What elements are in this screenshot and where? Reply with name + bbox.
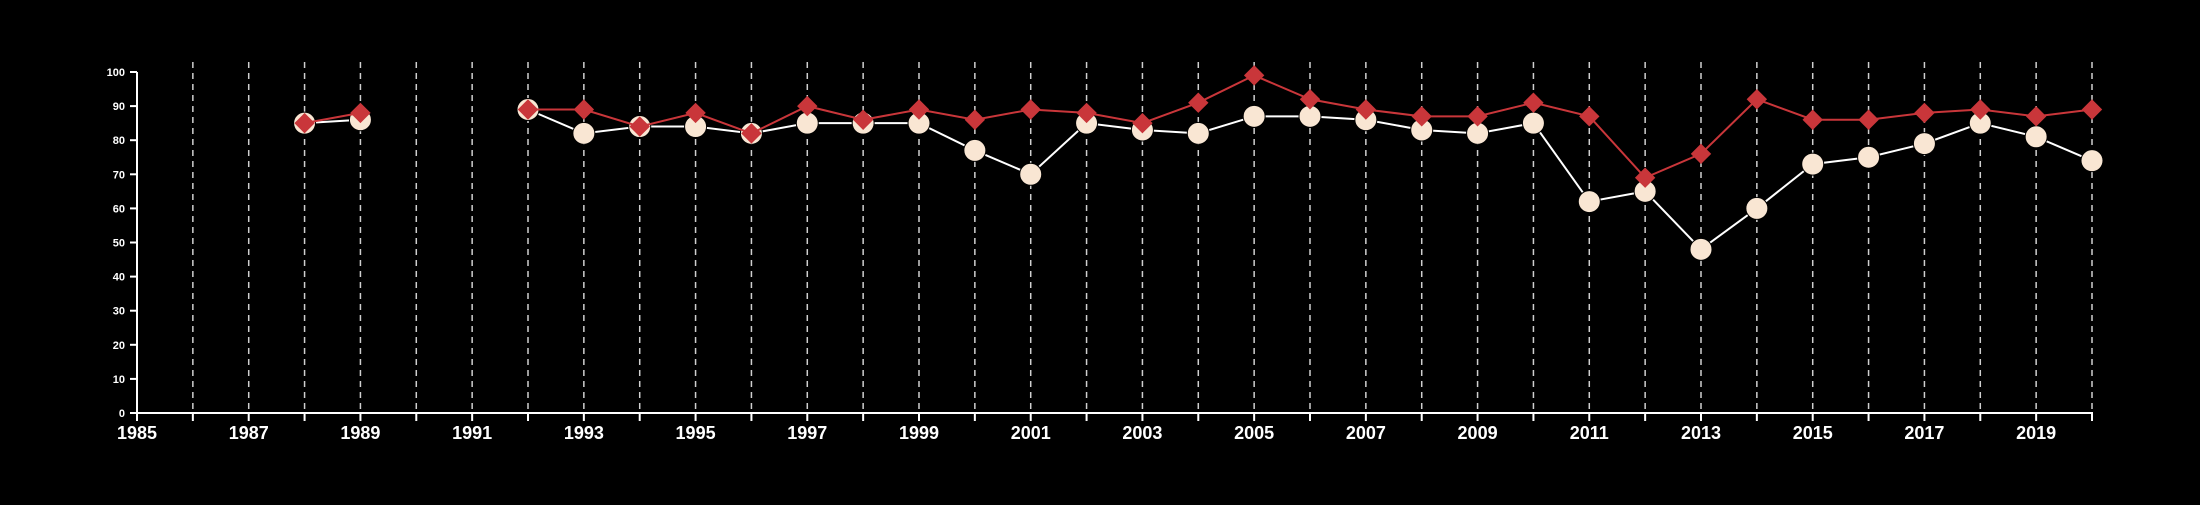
- data-point-diamond: [1690, 143, 1712, 165]
- data-point-diamond: [1411, 106, 1432, 127]
- data-point-diamond: [1355, 99, 1377, 120]
- x-tick-label: 2009: [1458, 423, 1498, 443]
- data-point-circle: [1912, 132, 1936, 156]
- data-point-diamond: [2081, 99, 2103, 120]
- y-tick-label: 0: [119, 408, 125, 420]
- x-tick-label: 2005: [1234, 423, 1274, 443]
- data-point-circle: [1521, 111, 1545, 135]
- y-tick-label: 80: [113, 135, 125, 147]
- x-tick-label: 2003: [1122, 423, 1162, 443]
- x-tick-label: 1989: [340, 423, 380, 443]
- y-tick-label: 40: [113, 272, 125, 284]
- data-point-circle: [1801, 152, 1825, 176]
- data-point-diamond: [1076, 102, 1097, 124]
- data-point-diamond: [1970, 99, 1991, 120]
- data-point-diamond: [1579, 106, 1600, 127]
- data-point-diamond: [908, 99, 930, 120]
- y-tick-label: 70: [113, 169, 125, 181]
- x-tick-label: 1985: [117, 423, 157, 443]
- data-point-diamond: [294, 112, 315, 134]
- data-point-circle: [1689, 237, 1713, 261]
- data-point-diamond: [1299, 89, 1321, 110]
- data-point-diamond: [1802, 109, 1823, 130]
- data-point-circle: [1242, 104, 1266, 128]
- data-point-diamond: [1634, 167, 1656, 188]
- data-point-circle: [2024, 125, 2048, 149]
- y-tick-label: 50: [113, 238, 125, 250]
- y-tick-label: 90: [113, 101, 125, 113]
- data-point-circle: [572, 121, 596, 145]
- data-point-circle: [1186, 121, 1210, 145]
- x-tick-label: 2001: [1011, 423, 1051, 443]
- data-point-circle: [963, 138, 987, 162]
- axes: 0 10 20 30 40 50 60 70 80 90 100 1985 1987 1989 1991 19…: [107, 67, 2093, 443]
- series-line: [304, 111, 361, 125]
- data-point-diamond: [1132, 112, 1153, 134]
- y-tick-label: 30: [113, 306, 125, 318]
- series-group: [293, 65, 2104, 261]
- data-point-diamond: [2025, 106, 2047, 127]
- y-tick-label: 10: [113, 374, 125, 386]
- data-point-diamond: [1020, 99, 1041, 120]
- series-diamond: [294, 65, 2103, 188]
- x-tick-label: 2015: [1793, 423, 1833, 443]
- data-point-circle: [1577, 190, 1601, 214]
- data-point-circle: [1857, 145, 1881, 169]
- x-tick-label: 1999: [899, 423, 939, 443]
- data-point-circle: [1019, 162, 1043, 186]
- x-tick-label: 1987: [229, 423, 269, 443]
- data-point-diamond: [629, 116, 650, 137]
- data-point-diamond: [797, 95, 818, 117]
- data-point-diamond: [852, 109, 874, 130]
- x-tick-label: 2017: [1904, 423, 1944, 443]
- data-point-diamond: [517, 99, 539, 120]
- data-point-diamond: [1914, 102, 1935, 124]
- data-point-diamond: [573, 99, 595, 120]
- data-point-diamond: [1523, 92, 1544, 113]
- data-point-diamond: [1243, 65, 1265, 86]
- data-point-diamond: [1858, 109, 1879, 130]
- data-point-diamond: [741, 123, 762, 144]
- x-tick-label: 2011: [1570, 423, 1609, 443]
- data-point-diamond: [1188, 92, 1209, 113]
- y-tick-label: 60: [113, 203, 125, 215]
- x-tick-label: 1993: [564, 423, 604, 443]
- y-tick-label: 20: [113, 340, 125, 352]
- x-tick-label: 2013: [1681, 423, 1721, 443]
- x-tick-label: 2007: [1346, 423, 1386, 443]
- x-tick-label: 2019: [2016, 423, 2056, 443]
- y-tick-label: 100: [107, 67, 125, 79]
- x-tick-label: 1997: [787, 423, 827, 443]
- data-point-diamond: [1467, 106, 1488, 127]
- data-point-diamond: [350, 102, 371, 124]
- x-tick-label: 1995: [676, 423, 716, 443]
- data-point-circle: [2080, 149, 2104, 173]
- data-point-diamond: [685, 102, 706, 124]
- x-tick-label: 1991: [452, 423, 492, 443]
- series-circle: [293, 98, 2104, 261]
- data-point-diamond: [1746, 89, 1768, 110]
- data-point-circle: [1745, 196, 1769, 220]
- data-point-diamond: [964, 109, 986, 130]
